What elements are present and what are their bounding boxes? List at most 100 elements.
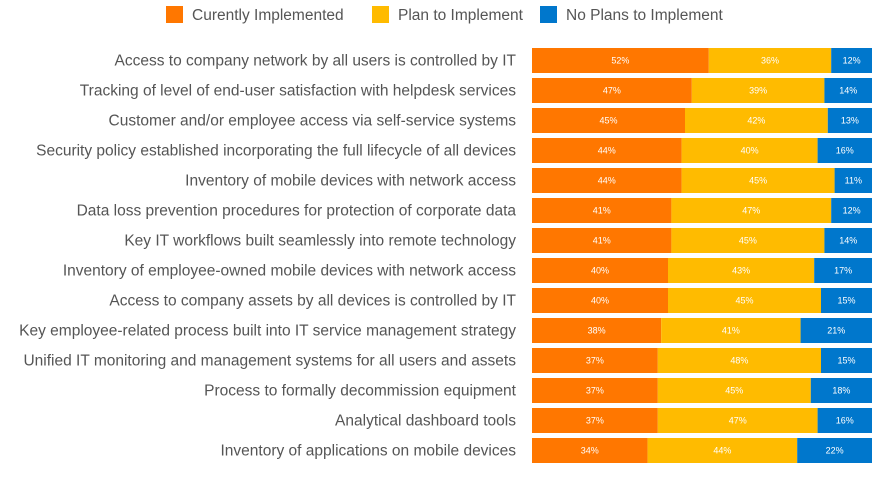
bar-segment (657, 378, 811, 403)
bars: 52% 36% 12% 47% 39% 14% 45% 42% 13% 44% 40% 16% 44% 4… (532, 48, 872, 463)
bar-segment (681, 168, 835, 193)
bar-segment (824, 78, 872, 103)
legend-swatch (540, 6, 557, 23)
bar-segment (671, 228, 825, 253)
data-label: 37% (586, 416, 604, 426)
legend-swatch (372, 6, 389, 23)
data-label: 12% (843, 206, 861, 216)
bar-segment (821, 348, 872, 373)
bar-segment (647, 438, 798, 463)
bar-segment (821, 288, 872, 313)
bar-segment (661, 318, 801, 343)
bar-segment (708, 48, 832, 73)
bar-segment (817, 138, 872, 163)
legend-label: Curently Implemented (192, 7, 344, 24)
data-label: 42% (747, 116, 765, 126)
data-label: 21% (827, 326, 845, 336)
category-label: Access to company network by all users i… (115, 53, 517, 70)
data-label: 45% (735, 296, 753, 306)
data-label: 12% (843, 56, 861, 66)
data-label: 38% (588, 326, 606, 336)
data-label: 45% (725, 386, 743, 396)
bar-segment (817, 408, 872, 433)
data-label: 37% (586, 356, 604, 366)
legend-label: No Plans to Implement (566, 7, 723, 24)
bar-segment (532, 138, 682, 163)
data-label: 16% (836, 416, 854, 426)
data-label: 39% (749, 86, 767, 96)
data-label: 47% (729, 416, 747, 426)
bar-segment (668, 288, 821, 313)
data-label: 47% (742, 206, 760, 216)
bar-segment (532, 378, 658, 403)
data-label: 15% (837, 356, 855, 366)
data-label: 40% (741, 146, 759, 156)
category-labels: Access to company network by all users i… (19, 53, 517, 460)
bar-segment (831, 48, 872, 73)
bar-segment (532, 228, 672, 253)
legend-swatch (166, 6, 183, 23)
bar-segment (824, 228, 872, 253)
bar-segment (797, 438, 872, 463)
bar-segment (834, 168, 872, 193)
bar-segment (831, 198, 872, 223)
category-label: Customer and/or employee access via self… (109, 113, 517, 130)
data-label: 13% (841, 116, 859, 126)
data-label: 16% (836, 146, 854, 156)
category-label: Key employee-related process built into … (19, 323, 516, 340)
bar-segment (532, 48, 709, 73)
bar-segment (532, 168, 682, 193)
category-label: Security policy established incorporatin… (36, 143, 516, 160)
data-label: 14% (839, 236, 857, 246)
bar-segment (685, 108, 828, 133)
data-label: 45% (749, 176, 767, 186)
data-label: 52% (611, 56, 629, 66)
legend-label: Plan to Implement (398, 7, 524, 24)
data-label: 45% (739, 236, 757, 246)
bar-segment (657, 408, 818, 433)
category-label: Key IT workflows built seamlessly into r… (124, 233, 516, 250)
data-label: 22% (826, 446, 844, 456)
data-label: 44% (598, 176, 616, 186)
bar-segment (691, 78, 825, 103)
category-label: Process to formally decommission equipme… (204, 383, 517, 400)
bar-segment (681, 138, 818, 163)
bar-segment (532, 288, 668, 313)
data-label: 15% (837, 296, 855, 306)
data-label: 41% (722, 326, 740, 336)
category-label: Data loss prevention procedures for prot… (77, 203, 517, 220)
bar-segment (532, 198, 672, 223)
category-label: Inventory of mobile devices with network… (185, 173, 516, 190)
bar-segment (532, 438, 648, 463)
bar-segment (657, 348, 821, 373)
data-label: 18% (832, 386, 850, 396)
data-label: 11% (845, 176, 862, 186)
bar-segment (532, 258, 668, 283)
data-label: 43% (732, 266, 750, 276)
bar-segment (532, 108, 685, 133)
data-label: 41% (593, 236, 611, 246)
bar-segment (532, 408, 658, 433)
category-label: Inventory of applications on mobile devi… (220, 443, 516, 460)
bar-segment (671, 198, 832, 223)
data-label: 48% (730, 356, 748, 366)
category-label: Access to company assets by all devices … (109, 293, 516, 310)
bar-segment (800, 318, 872, 343)
data-label: 34% (581, 446, 599, 456)
data-label: 37% (586, 386, 604, 396)
data-label: 44% (598, 146, 616, 156)
bar-segment (827, 108, 872, 133)
data-label: 17% (834, 266, 852, 276)
category-label: Analytical dashboard tools (335, 413, 516, 430)
bar-segment (532, 318, 662, 343)
bar-segment (532, 78, 692, 103)
data-label: 14% (839, 86, 857, 96)
bar-segment (810, 378, 872, 403)
bar-segment (814, 258, 872, 283)
data-label: 44% (713, 446, 731, 456)
bar-segment (668, 258, 815, 283)
data-label: 40% (591, 266, 609, 276)
legend: Curently Implemented Plan to Implement No … (166, 6, 723, 24)
data-label: 47% (603, 86, 621, 96)
